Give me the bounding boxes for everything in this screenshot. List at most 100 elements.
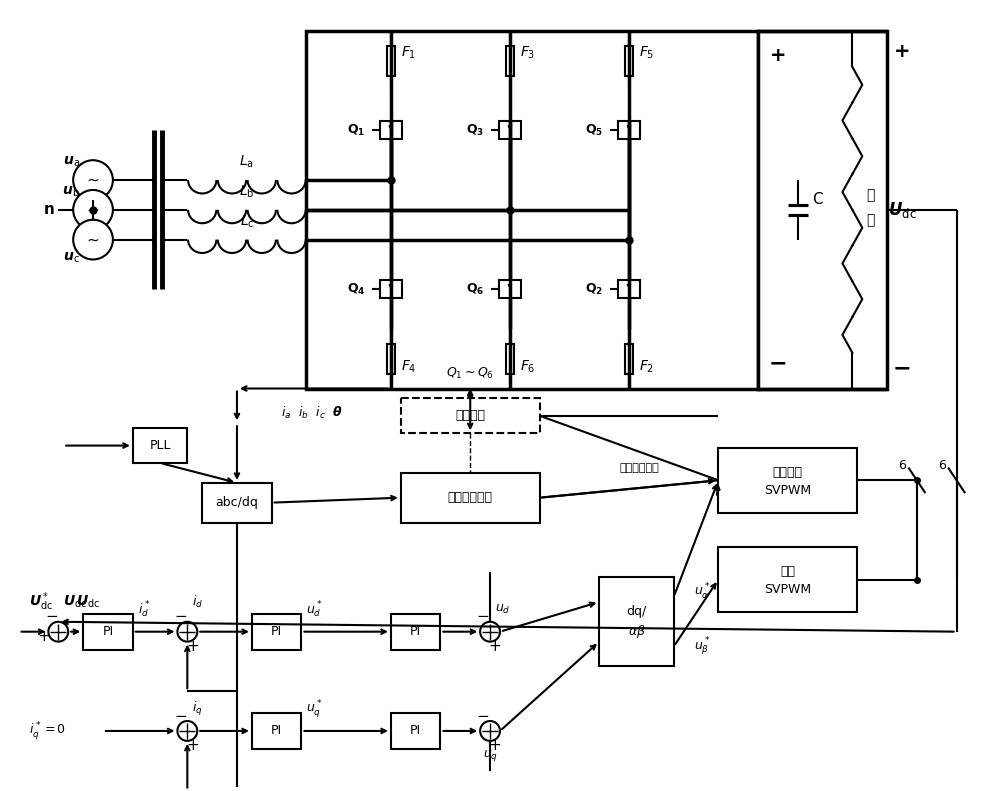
Text: $u_d$: $u_d$ — [495, 604, 511, 616]
Bar — [758, 31, 887, 388]
Bar — [499, 280, 521, 298]
Circle shape — [73, 161, 113, 200]
Text: ~: ~ — [87, 202, 99, 218]
Text: ~: ~ — [87, 172, 99, 187]
Bar — [83, 614, 133, 649]
Text: 负: 负 — [866, 188, 874, 202]
Text: PI: PI — [271, 725, 282, 737]
Text: −: − — [893, 358, 911, 379]
Text: $\boldsymbol{U}_\mathrm{dc}^*$: $\boldsymbol{U}_\mathrm{dc}^*$ — [29, 591, 53, 613]
Bar — [252, 614, 301, 649]
Circle shape — [480, 721, 500, 741]
Bar — [625, 344, 633, 373]
Circle shape — [480, 622, 500, 642]
Text: $Q_1 \sim Q_6$: $Q_1 \sim Q_6$ — [446, 366, 494, 381]
Bar — [387, 46, 395, 76]
Text: +: + — [37, 629, 50, 644]
Text: $\mathbf{Q_1}$: $\mathbf{Q_1}$ — [347, 123, 365, 138]
Text: $F_2$: $F_2$ — [639, 358, 655, 375]
Text: abc/dq: abc/dq — [216, 496, 258, 509]
Text: $i_q^* = 0$: $i_q^* = 0$ — [29, 720, 66, 742]
Circle shape — [177, 622, 197, 642]
Text: $\boldsymbol{u}_\mathrm{c}$: $\boldsymbol{u}_\mathrm{c}$ — [63, 250, 80, 265]
Text: C: C — [812, 192, 823, 207]
Text: PI: PI — [410, 725, 421, 737]
Bar — [391, 713, 440, 749]
Bar — [499, 122, 521, 139]
Text: $\mathbf{Q_3}$: $\mathbf{Q_3}$ — [466, 123, 484, 138]
Text: SVPWM: SVPWM — [764, 583, 811, 596]
Text: $u_\alpha^*$: $u_\alpha^*$ — [694, 582, 710, 602]
Text: 频率容错: 频率容错 — [773, 466, 803, 479]
Text: +: + — [489, 639, 501, 654]
Text: −: − — [769, 354, 787, 373]
Text: −: − — [174, 609, 187, 624]
Text: $i_d$: $i_d$ — [192, 594, 203, 610]
Text: $u_q$: $u_q$ — [483, 748, 498, 763]
Bar — [625, 46, 633, 76]
Bar — [618, 122, 640, 139]
Text: +: + — [186, 639, 199, 654]
Text: $i_q$: $i_q$ — [192, 700, 203, 718]
Text: $\mathbf{Q_4}$: $\mathbf{Q_4}$ — [347, 282, 365, 297]
Text: +: + — [770, 47, 786, 66]
Text: PI: PI — [102, 625, 113, 638]
Text: $u_q^*$: $u_q^*$ — [306, 698, 323, 720]
Text: $\boldsymbol{U}_\mathrm{dc}$: $\boldsymbol{U}_\mathrm{dc}$ — [888, 200, 916, 220]
Bar — [618, 280, 640, 298]
Circle shape — [73, 190, 113, 229]
Bar — [202, 483, 272, 523]
Text: $\mathbf{Q_5}$: $\mathbf{Q_5}$ — [585, 123, 603, 138]
Circle shape — [177, 721, 197, 741]
Text: 6: 6 — [938, 459, 946, 472]
Text: 诊断定位故障: 诊断定位故障 — [619, 463, 659, 473]
Text: ~: ~ — [87, 232, 99, 247]
Text: $u_d^*$: $u_d^*$ — [306, 600, 323, 620]
Bar — [380, 122, 402, 139]
Text: $L_\mathrm{c}$: $L_\mathrm{c}$ — [240, 214, 254, 230]
Text: 故障诊断算法: 故障诊断算法 — [448, 491, 493, 504]
Text: +: + — [894, 41, 910, 61]
Text: 算法切换: 算法切换 — [455, 409, 485, 422]
Bar — [252, 713, 301, 749]
Bar — [506, 344, 514, 373]
Text: $F_5$: $F_5$ — [639, 45, 655, 61]
Text: −: − — [45, 609, 58, 624]
Text: $F_3$: $F_3$ — [520, 45, 535, 61]
Bar — [380, 280, 402, 298]
Text: $\boldsymbol{u}_\mathrm{b}$: $\boldsymbol{u}_\mathrm{b}$ — [62, 185, 80, 199]
Text: −: − — [477, 609, 490, 624]
Text: SVPWM: SVPWM — [764, 484, 811, 497]
Text: 载: 载 — [866, 213, 874, 227]
Text: +: + — [186, 738, 199, 753]
Text: $F_1$: $F_1$ — [401, 45, 416, 61]
Text: $\boldsymbol{U}_\mathrm{dc}$: $\boldsymbol{U}_\mathrm{dc}$ — [63, 594, 88, 610]
Text: +: + — [489, 738, 501, 753]
Bar — [718, 547, 857, 611]
Text: PI: PI — [410, 625, 421, 638]
Text: $\boldsymbol{u}_\mathrm{a}$: $\boldsymbol{u}_\mathrm{a}$ — [63, 155, 80, 169]
Text: $i_a\ \ i_b\ \ i_c\ \ \boldsymbol{\theta}$: $i_a\ \ i_b\ \ i_c\ \ \boldsymbol{\theta… — [281, 405, 342, 422]
Bar — [599, 577, 674, 667]
Text: 正常: 正常 — [780, 565, 795, 578]
Text: −: − — [477, 709, 490, 724]
Text: $F_4$: $F_4$ — [401, 358, 416, 375]
Text: $u_\beta^*$: $u_\beta^*$ — [694, 635, 710, 657]
Text: −: − — [174, 709, 187, 724]
Bar — [401, 399, 540, 433]
Bar — [391, 614, 440, 649]
Circle shape — [48, 622, 68, 642]
Text: $\alpha\beta$: $\alpha\beta$ — [628, 623, 645, 640]
Text: $\mathbf{n}$: $\mathbf{n}$ — [43, 202, 54, 218]
Text: dq/: dq/ — [626, 605, 647, 619]
Bar — [506, 46, 514, 76]
Text: PI: PI — [271, 625, 282, 638]
Text: PLL: PLL — [149, 439, 171, 452]
Text: $\mathbf{Q_6}$: $\mathbf{Q_6}$ — [466, 282, 484, 297]
Text: $L_\mathrm{a}$: $L_\mathrm{a}$ — [239, 154, 254, 170]
Bar — [401, 473, 540, 523]
Text: $F_6$: $F_6$ — [520, 358, 536, 375]
Bar — [306, 31, 758, 388]
Bar — [387, 344, 395, 373]
Text: $L_\mathrm{b}$: $L_\mathrm{b}$ — [239, 184, 255, 200]
